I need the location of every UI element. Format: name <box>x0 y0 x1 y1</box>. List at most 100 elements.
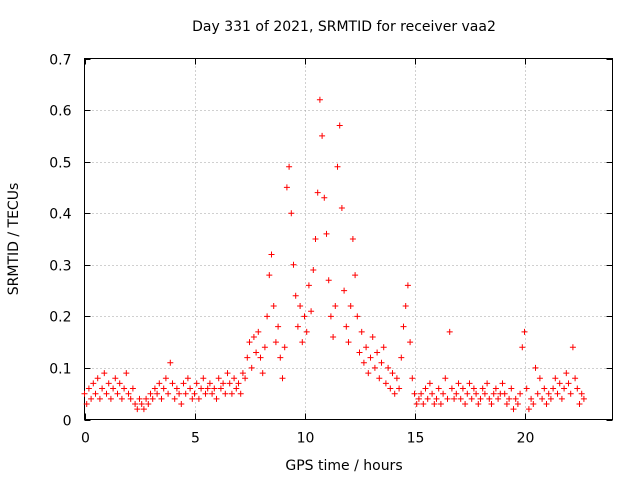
data-point <box>136 395 143 402</box>
data-point <box>272 339 279 346</box>
data-point <box>220 380 227 387</box>
data-point <box>517 390 524 397</box>
grid-layer <box>84 58 613 420</box>
data-point <box>121 385 128 392</box>
data-point <box>429 390 436 397</box>
data-point <box>556 380 563 387</box>
data-point <box>578 390 585 397</box>
data-point <box>352 272 359 279</box>
data-point <box>468 395 475 402</box>
data-point <box>231 375 238 382</box>
data-point <box>321 194 328 201</box>
data-point <box>125 390 132 397</box>
data-point <box>479 385 486 392</box>
data-point <box>259 370 266 377</box>
data-point <box>506 395 513 402</box>
data-point <box>85 385 92 392</box>
data-point <box>308 308 315 315</box>
data-point <box>453 390 460 397</box>
data-point <box>110 385 117 392</box>
data-point <box>382 380 389 387</box>
data-point <box>576 401 583 408</box>
data-point <box>261 344 268 351</box>
data-point <box>396 385 403 392</box>
data-point <box>189 395 196 402</box>
data-point <box>316 96 323 103</box>
data-point <box>554 390 561 397</box>
data-point <box>407 339 414 346</box>
data-point <box>257 354 264 361</box>
data-point <box>354 313 361 320</box>
data-point <box>550 385 557 392</box>
data-point <box>424 395 431 402</box>
data-point <box>215 375 222 382</box>
ticks-layer: 0 0.1 0.2 0.3 0.4 0.5 0.6 0.7 0 5 10 15 20 <box>49 53 613 447</box>
data-point <box>94 375 101 382</box>
data-point <box>297 303 304 310</box>
data-point <box>116 380 123 387</box>
data-point <box>132 401 139 408</box>
data-point <box>431 401 438 408</box>
data-point <box>459 385 466 392</box>
data-point <box>101 370 108 377</box>
data-point <box>292 292 299 299</box>
data-point <box>90 380 97 387</box>
data-point <box>490 390 497 397</box>
data-point <box>206 380 213 387</box>
data-point <box>475 401 482 408</box>
x-tick-label: 15 <box>407 431 425 447</box>
data-point <box>160 385 167 392</box>
data-point <box>521 328 528 335</box>
data-point <box>376 375 383 382</box>
data-point <box>204 385 211 392</box>
data-point <box>385 364 392 371</box>
data-point <box>325 277 332 284</box>
data-point <box>233 385 240 392</box>
data-point <box>332 303 339 310</box>
data-point <box>83 401 90 408</box>
data-point <box>314 189 321 196</box>
data-point <box>413 401 420 408</box>
data-point <box>193 380 200 387</box>
data-point <box>112 375 119 382</box>
data-point <box>499 380 506 387</box>
data-point <box>330 333 337 340</box>
data-point <box>200 375 207 382</box>
data-point <box>279 375 286 382</box>
y-tick-label: 0.7 <box>49 53 71 69</box>
data-point <box>343 323 350 330</box>
data-point <box>365 370 372 377</box>
data-point <box>523 385 530 392</box>
data-point <box>268 251 275 258</box>
data-point <box>519 344 526 351</box>
y-tick-label: 0.4 <box>49 207 71 223</box>
data-point <box>323 230 330 237</box>
data-point <box>191 390 198 397</box>
data-point <box>492 385 499 392</box>
data-point <box>92 390 99 397</box>
data-point <box>211 385 218 392</box>
data-point <box>134 406 141 413</box>
points-layer <box>81 96 587 413</box>
x-tick-label: 0 <box>81 431 90 447</box>
data-point <box>398 354 405 361</box>
data-point <box>488 401 495 408</box>
data-point <box>420 401 427 408</box>
data-point <box>310 266 317 273</box>
data-point <box>239 370 246 377</box>
data-point <box>312 236 319 242</box>
data-point <box>347 303 354 310</box>
data-point <box>305 282 312 289</box>
data-point <box>561 385 568 392</box>
data-point <box>198 385 205 392</box>
data-point <box>545 390 552 397</box>
data-point <box>374 349 381 356</box>
data-point <box>327 313 334 320</box>
data-point <box>184 375 191 382</box>
data-point <box>380 344 387 351</box>
data-point <box>303 328 310 335</box>
data-point <box>501 390 508 397</box>
data-point <box>246 339 253 346</box>
data-point <box>176 390 183 397</box>
data-point <box>477 395 484 402</box>
